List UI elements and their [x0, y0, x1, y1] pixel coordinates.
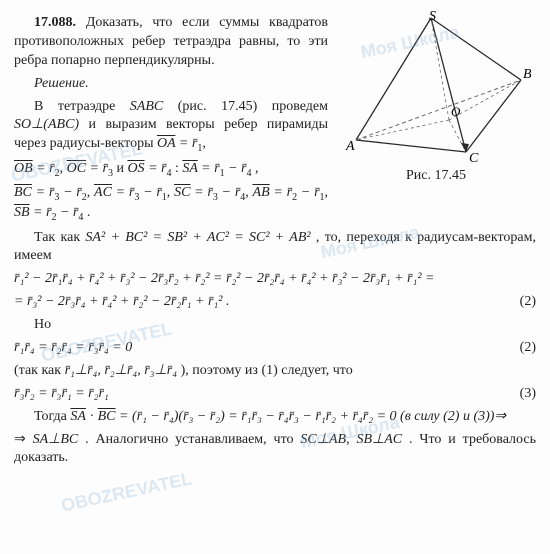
text: (так как [14, 363, 65, 378]
text: Так как [34, 230, 85, 245]
text: 4 [246, 167, 251, 178]
text: , [202, 136, 206, 151]
text: = r̄ [33, 161, 55, 176]
text: SABC [130, 99, 163, 114]
but-line: Но [14, 316, 536, 335]
vec: OS [127, 161, 144, 176]
text: − r̄ [139, 185, 161, 200]
text: 4 [166, 167, 171, 178]
vec: OC [67, 161, 86, 176]
equation-line-1: r̄₁² − 2r̄₁r̄₄ + r̄₄² + r̄₃² − 2r̄₃r̄₂ +… [14, 270, 536, 289]
eq-number: (2) [520, 293, 536, 312]
text: SB⊥AC [356, 432, 402, 447]
text: · [86, 409, 98, 424]
eq-number: (3) [520, 385, 536, 404]
vertex-s: S [429, 10, 436, 24]
equation: = (r̄₁ − r̄₄)(r̄₃ − r̄₂) = r̄₁r̄₃ − r̄₄r… [119, 409, 506, 424]
text: − r̄ [56, 205, 78, 220]
text: = r̄ [175, 136, 197, 151]
vertex-b: B [523, 67, 531, 82]
paren-line: (так как r̄₁⊥r̄₄, r̄₂⊥r̄₄, r̄₃⊥r̄₄ ), по… [14, 362, 536, 381]
text: − r̄ [225, 161, 247, 176]
equation-line-4: r̄₃r̄₂ = r̄₃r̄₁ = r̄₂r̄₁ (3) [14, 385, 536, 404]
text: = r̄ [112, 185, 134, 200]
text: = r̄ [145, 161, 167, 176]
point-o: O [451, 104, 461, 119]
text: SC⊥AB [300, 432, 346, 447]
problem-number: 17.088. [34, 15, 76, 30]
text: = r̄ [198, 161, 220, 176]
text: ), поэтому из (1) следует, что [177, 363, 353, 378]
tetrahedron-figure: S A B C O [341, 10, 531, 165]
vec: BC [14, 185, 32, 200]
equation: r̄₃r̄₂ = r̄₃r̄₁ = r̄₂r̄₁ [14, 386, 109, 401]
text: 3 [108, 167, 113, 178]
text: = r̄ [86, 161, 108, 176]
equation: r̄₁² − 2r̄₁r̄₄ + r̄₄² + r̄₃² − 2r̄₃r̄₂ +… [14, 271, 435, 286]
then-line: Тогда SA · BC = (r̄₁ − r̄₄)(r̄₃ − r̄₂) =… [14, 408, 536, 427]
text: 2 [82, 192, 87, 203]
equation: = r̄₃² − 2r̄₃r̄₄ + r̄₄² + r̄₂² − 2r̄₂r̄₁… [14, 294, 230, 309]
vec-oa: OA [157, 136, 175, 151]
eq-number: (2) [520, 339, 536, 358]
text: r̄₁⊥r̄₄, r̄₂⊥r̄₄, r̄₃⊥r̄₄ [65, 363, 177, 378]
text: 4 [240, 192, 245, 203]
equation: SA² + BC² = SB² + AC² = SC² + AB² [85, 230, 310, 245]
vec: BC [98, 409, 116, 424]
text: = r̄ [32, 185, 54, 200]
vec: OB [14, 161, 33, 176]
figure-container: S A B C O Рис. 17.45 [336, 10, 536, 186]
text: Но [34, 317, 51, 332]
vec: AC [94, 185, 112, 200]
text: 2 [55, 167, 60, 178]
equation-line-2: = r̄₃² − 2r̄₃r̄₄ + r̄₄² + r̄₂² − 2r̄₂r̄₁… [14, 293, 536, 312]
vec: SB [14, 205, 30, 220]
text: ⇒ [14, 432, 33, 447]
figure-caption: Рис. 17.45 [336, 167, 536, 186]
solution-label: Решение. [34, 76, 89, 91]
text: − r̄ [59, 185, 81, 200]
text: SO⊥(ABC) [14, 117, 79, 132]
text: = r̄ [190, 185, 212, 200]
text: Тогда [34, 409, 70, 424]
vertex-a: A [345, 139, 355, 154]
text: . [87, 205, 91, 220]
text: = r̄ [270, 185, 292, 200]
text: 1 [320, 192, 325, 203]
equation-line-3: r̄₁r̄₄ = r̄₂r̄₄ = r̄₃r̄₄ = 0 (2) [14, 339, 536, 358]
text: 4 [78, 212, 83, 223]
vec: AB [253, 185, 270, 200]
solution-p2: Так как SA² + BC² = SB² + AC² = SC² + AB… [14, 229, 536, 267]
text: − r̄ [218, 185, 240, 200]
text: − r̄ [297, 185, 319, 200]
text: . Аналогично устанавливаем, что [85, 432, 300, 447]
text: 1 [162, 192, 167, 203]
final-line: ⇒ SA⊥BC . Аналогично устанавливаем, что … [14, 431, 536, 469]
watermark: OBOZREVATEL [59, 466, 194, 517]
vec: SA [182, 161, 197, 176]
text: SA⊥BC [33, 432, 79, 447]
text: В тетраэдре [34, 99, 130, 114]
equation: r̄₁r̄₄ = r̄₂r̄₄ = r̄₃r̄₄ = 0 [14, 340, 132, 355]
text: и [116, 161, 127, 176]
text: = r̄ [30, 205, 52, 220]
vertex-c: C [469, 151, 479, 165]
vec: SC [174, 185, 190, 200]
vec: SA [70, 409, 86, 424]
text: (рис. 17.45) проведем [163, 99, 328, 114]
solution-vectors-2: BC = r̄3 − r̄2, AC = r̄3 − r̄1, SC = r̄3… [14, 184, 536, 225]
